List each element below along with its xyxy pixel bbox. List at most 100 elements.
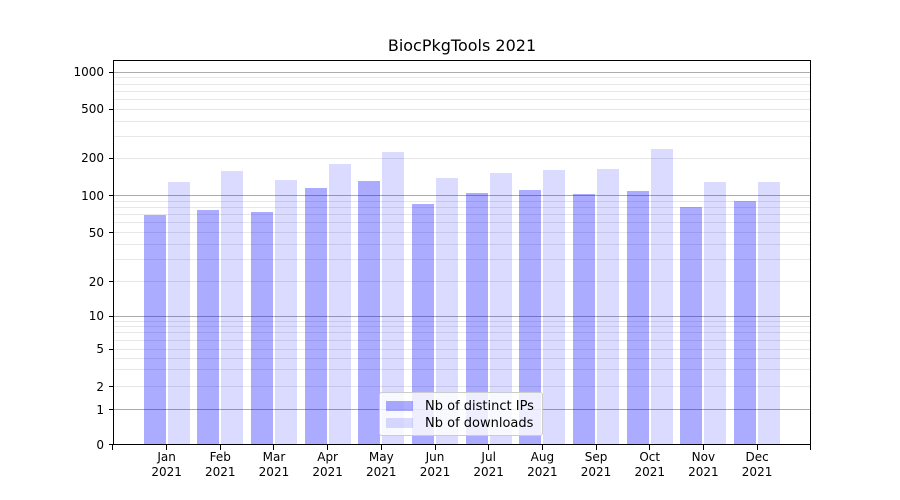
bar-distinct-ips-feb <box>197 209 220 445</box>
x-tick-year: 2021 <box>580 465 612 479</box>
gridline-labeled <box>114 348 810 350</box>
gridline-labeled <box>114 108 810 110</box>
x-tick-year: 2021 <box>527 465 558 479</box>
gridline-minor <box>114 90 810 92</box>
x-tick <box>434 445 436 450</box>
y-tick <box>109 315 114 317</box>
x-tick <box>756 445 758 450</box>
bar-distinct-ips-mar <box>250 211 273 445</box>
bar-downloads-aug <box>543 169 566 445</box>
x-tick <box>112 445 114 450</box>
gridline-minor <box>114 200 810 202</box>
gridline-minor <box>114 120 810 122</box>
x-tick-year: 2021 <box>419 465 451 479</box>
x-tick-month: Aug <box>530 450 555 464</box>
gridline-minor <box>114 326 810 328</box>
y-tick <box>109 232 114 234</box>
x-tick-month: Mar <box>262 450 286 464</box>
bar-distinct-ips-jan <box>143 214 166 445</box>
x-tick-month: Oct <box>639 450 661 464</box>
bar-downloads-sep <box>597 169 620 445</box>
y-tick-label: 0 <box>96 437 104 452</box>
legend-item-distinct-ips: Nb of distinct IPs <box>386 398 534 414</box>
x-tick-label: Jul 2021 <box>462 450 516 480</box>
bar-distinct-ips-may <box>358 180 381 445</box>
legend-swatch-downloads <box>386 418 413 428</box>
y-tick <box>109 409 114 410</box>
gridline-labeled <box>114 232 810 234</box>
bar-distinct-ips-jul <box>465 193 488 445</box>
x-tick-label: Sep 2021 <box>569 450 623 480</box>
x-tick-year: 2021 <box>473 465 504 479</box>
gridline-major <box>114 315 810 317</box>
x-tick <box>273 445 275 450</box>
x-tick-label: Jun 2021 <box>408 450 462 480</box>
gridline-minor <box>114 339 810 341</box>
x-tick-month: Apr <box>317 450 338 464</box>
x-tick-year: 2021 <box>634 465 665 479</box>
y-tick-label: 5 <box>96 342 104 356</box>
y-tick-label: 20 <box>88 274 104 289</box>
y-tick <box>109 71 114 73</box>
x-tick-label: Jan 2021 <box>140 450 194 480</box>
y-tick-label: 100 <box>81 188 104 203</box>
y-tick-label: 50 <box>88 225 104 240</box>
x-tick-year: 2021 <box>204 465 236 479</box>
x-tick-month: Jun <box>425 450 445 464</box>
bar-distinct-ips-dec <box>734 201 757 445</box>
x-tick-month: Feb <box>209 450 231 464</box>
gridline-minor <box>114 98 810 100</box>
x-tick <box>702 445 704 450</box>
bar-downloads-dec <box>758 181 781 445</box>
y-tick-label: 10 <box>88 309 104 323</box>
x-tick-year: 2021 <box>366 465 397 479</box>
x-tick-label: Feb 2021 <box>193 450 247 480</box>
y-tick <box>109 157 114 159</box>
gridline-labeled <box>114 386 810 387</box>
gridline-minor <box>114 369 810 371</box>
chart-title: BiocPkgTools 2021 <box>387 36 537 55</box>
gridline-minor <box>114 83 810 85</box>
bar-distinct-ips-sep <box>573 194 596 445</box>
x-tick-month: Sep <box>584 450 608 464</box>
gridline-minor <box>114 222 810 224</box>
gridline-minor <box>114 357 810 359</box>
bar-downloads-may <box>382 151 405 445</box>
x-tick-month: Jul <box>481 450 496 464</box>
y-tick-label: 2 <box>96 379 104 394</box>
gridline-minor <box>114 244 810 246</box>
y-tick-label: 1000 <box>73 65 104 79</box>
gridline-minor <box>114 259 810 261</box>
plot-area <box>113 60 811 445</box>
bar-downloads-apr <box>328 163 351 445</box>
x-tick <box>541 445 543 450</box>
x-tick-year: 2021 <box>688 465 719 479</box>
x-tick-year: 2021 <box>151 465 182 479</box>
x-tick <box>380 445 382 450</box>
legend-label-distinct-ips: Nb of distinct IPs <box>425 398 534 414</box>
gridline-labeled <box>114 157 810 159</box>
bar-distinct-ips-aug <box>519 190 542 445</box>
bar-distinct-ips-jun <box>412 203 434 445</box>
gridline-minor <box>114 207 810 209</box>
gridline-minor <box>114 77 810 79</box>
bar-distinct-ips-nov <box>680 206 703 445</box>
bar-downloads-jul <box>489 173 512 445</box>
gridline-minor <box>114 332 810 334</box>
legend: Nb of distinct IPs Nb of downloads <box>379 392 543 436</box>
x-tick <box>595 445 597 450</box>
legend-swatch-distinct-ips <box>386 401 413 411</box>
y-tick <box>109 444 114 445</box>
legend-label-downloads: Nb of downloads <box>425 415 534 431</box>
x-tick <box>649 445 651 450</box>
x-tick-month: Nov <box>691 450 716 464</box>
x-tick-label: Aug 2021 <box>515 450 569 480</box>
y-tick <box>109 195 114 197</box>
x-tick <box>327 445 329 450</box>
x-tick <box>488 445 490 450</box>
x-tick-label: May 2021 <box>354 450 408 480</box>
bar-downloads-oct <box>650 149 673 445</box>
x-tick-label: Oct 2021 <box>623 450 677 480</box>
y-tick <box>109 348 114 350</box>
